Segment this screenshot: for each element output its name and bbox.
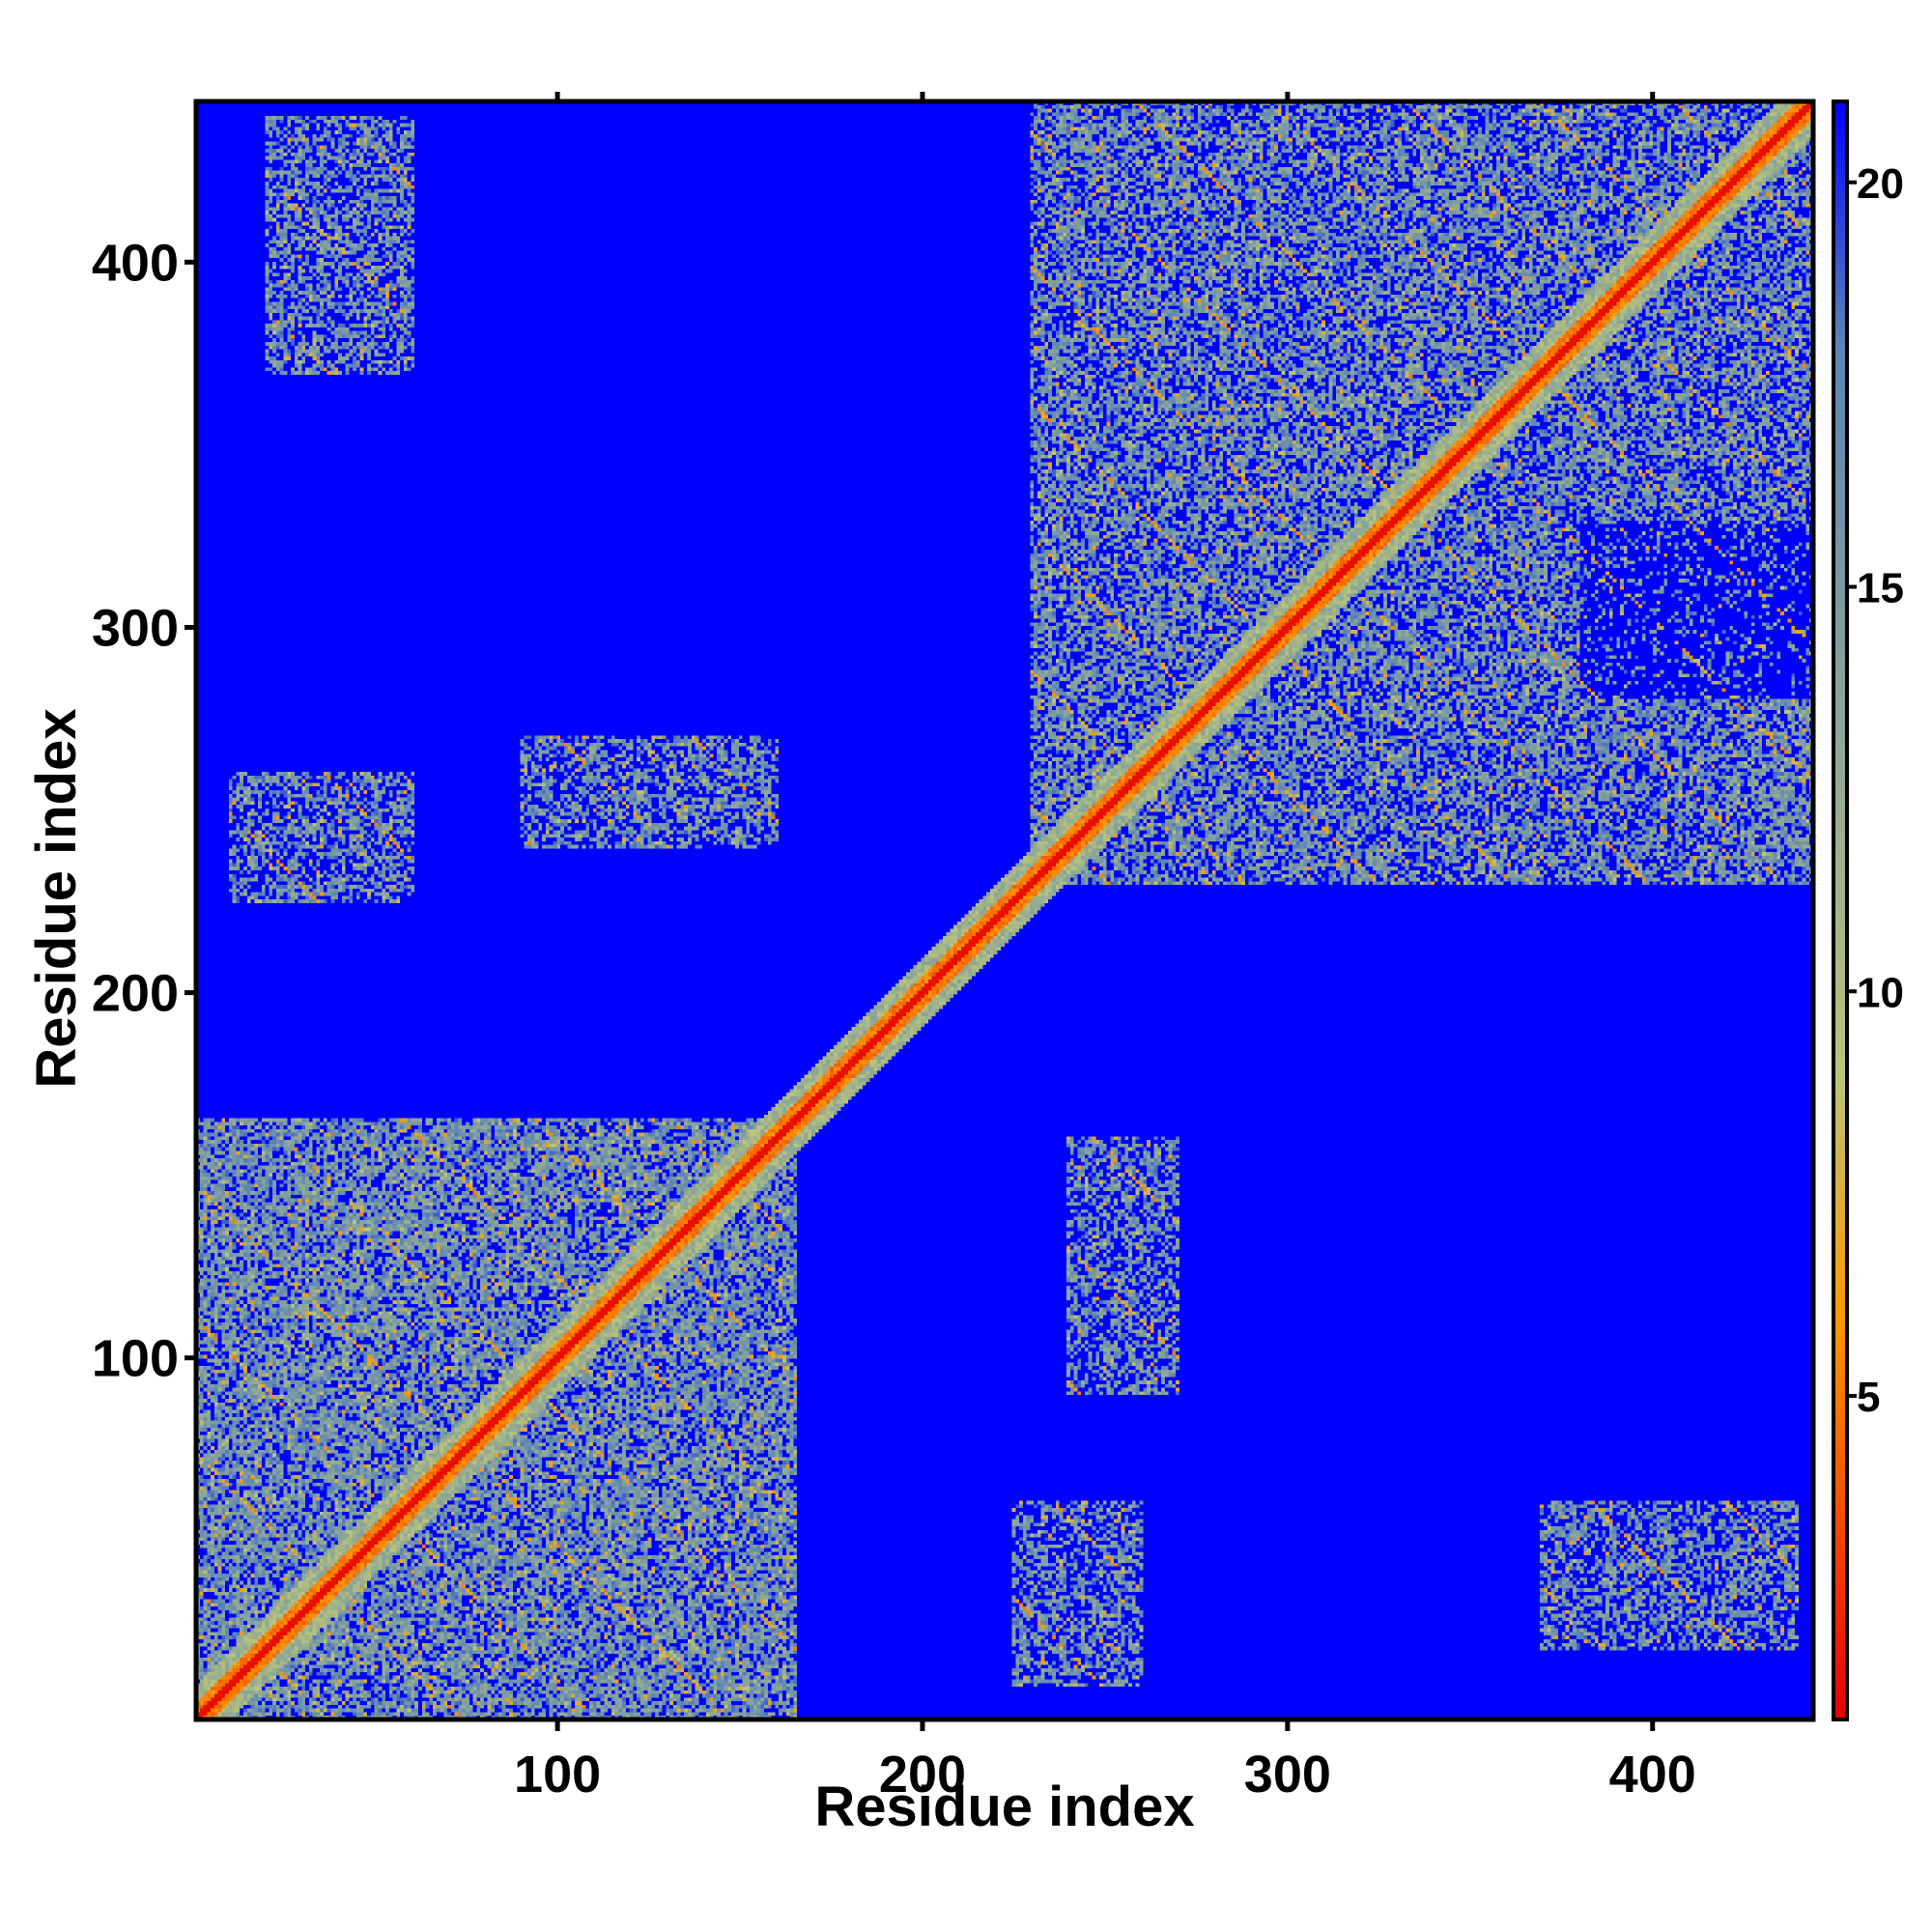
x-axis-title: Residue index xyxy=(814,1776,1194,1838)
colorbar-tick-label: 5 xyxy=(1857,1374,1880,1421)
colorbar-bar xyxy=(1832,99,1849,1721)
x-tick-label: 200 xyxy=(879,1746,966,1804)
plot-border xyxy=(193,99,1816,1722)
y-tick-label: 100 xyxy=(92,1330,179,1388)
x-axis-ticks: 100 200 300 400 xyxy=(514,92,1696,1804)
colorbar-tick-label: 10 xyxy=(1857,969,1904,1016)
x-tick-label: 400 xyxy=(1609,1746,1696,1804)
y-tick-label: 200 xyxy=(92,965,179,1023)
colorbar-tick-label: 15 xyxy=(1857,565,1904,612)
x-tick-label: 100 xyxy=(514,1746,601,1804)
y-axis-title: Residue index xyxy=(25,708,88,1088)
heatmap-cells xyxy=(196,101,1813,1719)
y-axis-ticks: 100 200 300 400 xyxy=(92,234,196,1388)
colorbar: 5 10 15 20 xyxy=(1832,99,1904,1721)
y-tick-label: 300 xyxy=(92,599,179,657)
plot-frame xyxy=(193,99,1816,1722)
y-tick-label: 400 xyxy=(92,234,179,292)
colorbar-tick-label: 20 xyxy=(1857,160,1904,208)
heatmap-layer xyxy=(196,101,1813,1719)
x-tick-label: 300 xyxy=(1244,1746,1331,1804)
